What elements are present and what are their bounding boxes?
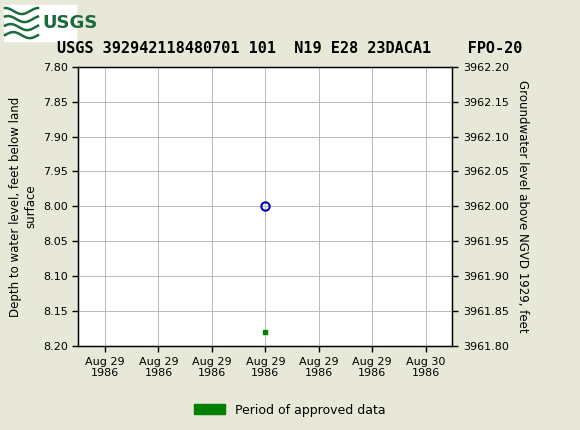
Text: USGS 392942118480701 101  N19 E28 23DACA1    FPO-20: USGS 392942118480701 101 N19 E28 23DACA1…: [57, 41, 523, 56]
Legend: Period of approved data: Period of approved data: [189, 399, 391, 421]
Y-axis label: Depth to water level, feet below land
surface: Depth to water level, feet below land su…: [9, 96, 38, 316]
Y-axis label: Groundwater level above NGVD 1929, feet: Groundwater level above NGVD 1929, feet: [516, 80, 529, 333]
Text: USGS: USGS: [42, 14, 97, 32]
FancyBboxPatch shape: [4, 5, 76, 41]
